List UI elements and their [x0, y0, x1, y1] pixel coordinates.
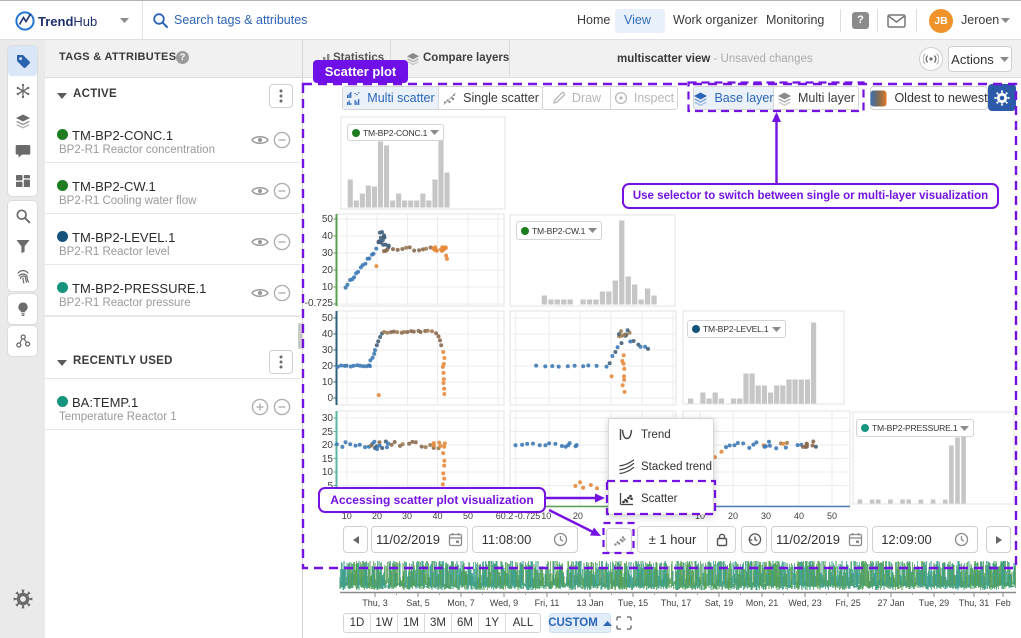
svg-text:30: 30 [761, 511, 771, 521]
svg-text:Thu, 3: Thu, 3 [362, 598, 388, 608]
svg-text:Mon, 7: Mon, 7 [447, 598, 475, 608]
svg-text:30: 30 [322, 248, 334, 259]
svg-text:Mon, 21: Mon, 21 [746, 598, 779, 608]
svg-text:20: 20 [322, 361, 334, 372]
svg-text:20: 20 [322, 440, 334, 451]
svg-text:13 Jan: 13 Jan [576, 598, 603, 608]
svg-text:Sat, 5: Sat, 5 [406, 598, 430, 608]
svg-text:50: 50 [827, 511, 837, 521]
svg-text:Feb: Feb [995, 598, 1011, 608]
svg-text:50: 50 [322, 313, 334, 324]
svg-text:Wed, 9: Wed, 9 [490, 598, 518, 608]
svg-text:15: 15 [322, 454, 334, 465]
svg-text:30: 30 [322, 345, 334, 356]
svg-text:Thu, 31: Thu, 31 [959, 598, 990, 608]
svg-text:Tue, 15: Tue, 15 [618, 598, 648, 608]
svg-text:10: 10 [322, 467, 334, 478]
svg-text:40: 40 [322, 329, 334, 340]
svg-text:0: 0 [327, 393, 333, 404]
svg-text:Tue, 29: Tue, 29 [919, 598, 949, 608]
svg-text:20: 20 [322, 265, 334, 276]
svg-text:40: 40 [794, 511, 804, 521]
svg-text:10: 10 [322, 282, 334, 293]
svg-text:20: 20 [573, 511, 583, 521]
svg-text:27 Jan: 27 Jan [877, 598, 904, 608]
svg-text:-0.725: -0.725 [305, 298, 334, 309]
svg-text:50: 50 [322, 214, 334, 225]
svg-text:25: 25 [322, 427, 334, 438]
svg-text:Wed, 23: Wed, 23 [788, 598, 821, 608]
svg-text:30: 30 [322, 413, 334, 424]
svg-text:Thu, 17: Thu, 17 [661, 598, 692, 608]
svg-text:10: 10 [541, 511, 551, 521]
svg-text:Sat, 19: Sat, 19 [705, 598, 734, 608]
svg-text:10: 10 [322, 377, 334, 388]
svg-text:20: 20 [728, 511, 738, 521]
svg-text:40: 40 [322, 231, 334, 242]
svg-text:Fri, 11: Fri, 11 [535, 598, 560, 608]
svg-text:Fri, 25: Fri, 25 [835, 598, 861, 608]
